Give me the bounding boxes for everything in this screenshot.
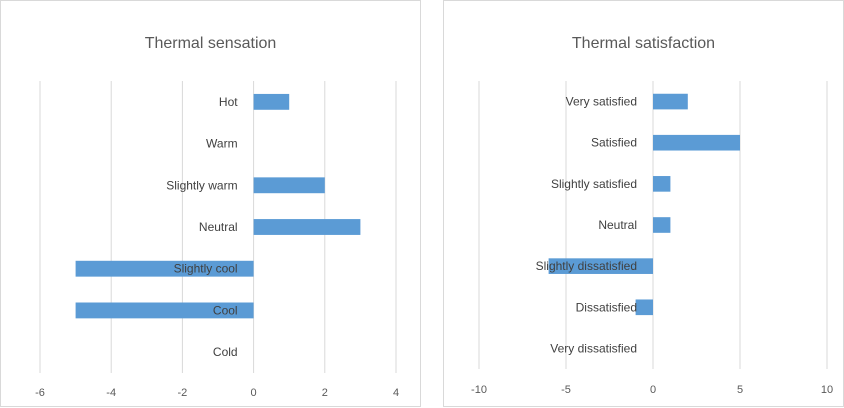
x-tick-label: -10 — [471, 384, 487, 396]
x-tick-label: 10 — [821, 384, 833, 396]
bar — [635, 299, 653, 316]
category-label: Cool — [213, 303, 238, 317]
x-tick-label: 4 — [393, 387, 399, 399]
bar — [653, 217, 671, 233]
bar — [653, 134, 740, 151]
bar — [653, 93, 688, 110]
category-label: Very satisfied — [566, 95, 637, 109]
category-label: Dissatisfied — [576, 300, 637, 314]
chart-panel-thermal-sensation: Thermal sensation -6 -4 -2 0 2 4 Hot Warm Slight… — [0, 0, 421, 407]
bar — [653, 176, 671, 192]
category-label: Very dissatisfied — [550, 341, 637, 355]
bar — [75, 260, 254, 277]
category-label: Neutral — [598, 218, 637, 232]
category-label: Slightly satisfied — [551, 177, 637, 191]
category-label: Satisfied — [591, 136, 637, 150]
x-tick-label: -2 — [178, 387, 188, 399]
category-label: Slightly warm — [166, 178, 237, 192]
chart-panel-thermal-satisfaction: Thermal satisfaction -10 -5 0 5 10 Very satis… — [443, 0, 844, 407]
category-label: Cold — [213, 345, 238, 359]
x-tick-label: -6 — [35, 387, 45, 399]
x-tick-label: 0 — [251, 387, 257, 399]
x-tick-label: 5 — [737, 384, 743, 396]
thermal-sensation-plot: -6 -4 -2 0 2 4 Hot Warm Slightly warm Neutral Slig… — [35, 81, 399, 399]
chart-title: Thermal sensation — [144, 35, 277, 52]
bar — [548, 258, 653, 274]
bar — [75, 302, 254, 319]
category-label: Neutral — [199, 220, 238, 234]
category-label: Slightly cool — [174, 262, 238, 276]
x-tick-label: 2 — [322, 387, 328, 399]
x-tick-label: 0 — [650, 384, 656, 396]
chart-title: Thermal satisfaction — [571, 35, 716, 52]
x-tick-label: -5 — [561, 384, 571, 396]
bar — [253, 93, 290, 110]
category-label: Hot — [219, 95, 238, 109]
thermal-satisfaction-plot: -10 -5 0 5 10 Very satisfied Satisfied Slightly… — [471, 81, 833, 396]
category-label: Warm — [206, 137, 238, 151]
bar — [253, 177, 325, 194]
bar — [253, 219, 361, 235]
x-tick-label: -4 — [106, 387, 116, 399]
category-label: Slightly dissatisfied — [536, 259, 637, 273]
